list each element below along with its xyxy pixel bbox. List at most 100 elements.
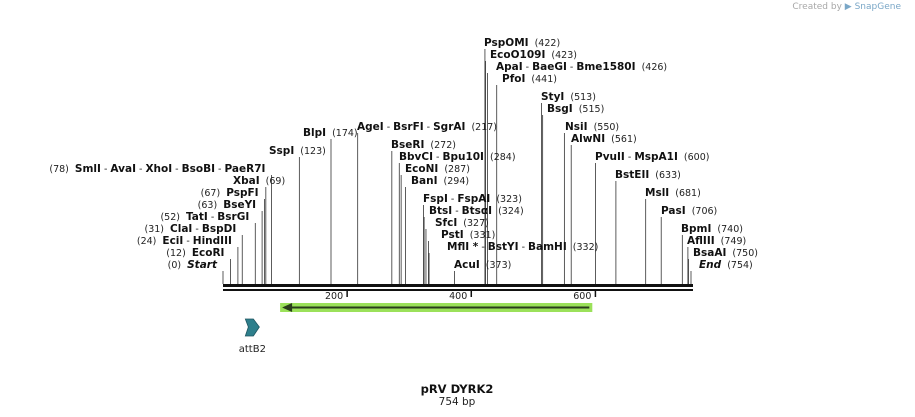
enzyme-label[interactable]: BlpI (174) (303, 127, 358, 139)
enzyme-name: BseRI (391, 139, 424, 151)
enzyme-name: BsrGI (217, 211, 249, 223)
enzyme-name: PasI (661, 205, 686, 217)
enzyme-label[interactable]: (52) TatI - BsrGI (160, 211, 249, 223)
enzyme-name: BbvCI (399, 151, 433, 163)
enzyme-label[interactable]: BseRI (272) (391, 139, 456, 151)
enzyme-name: Bpu10I (442, 151, 484, 163)
enzyme-name: BsrFI (393, 121, 424, 133)
cut-position: (294) (437, 176, 469, 187)
backbone-top-strand (223, 284, 693, 287)
sequence-backbone (223, 284, 693, 291)
enzyme-label[interactable]: EcoO109I (423) (490, 49, 577, 61)
enzyme-label[interactable]: PvuII - MspA1I (600) (595, 151, 709, 163)
enzyme-label[interactable]: (0) Start (168, 259, 218, 271)
enzyme-label[interactable]: PspOMI (422) (484, 37, 560, 49)
enzyme-separator: - (384, 122, 393, 133)
enzyme-name: PspOMI (484, 37, 529, 49)
cut-position: (123) (294, 146, 326, 157)
enzyme-separator: - (215, 164, 224, 175)
enzyme-name: AvaI (110, 163, 136, 175)
enzyme-label[interactable]: AlwNI (561) (571, 133, 637, 145)
cut-position: (327) (457, 218, 489, 229)
enzyme-name: EciI (162, 235, 183, 247)
enzyme-label[interactable]: (78) SmlI - AvaI - XhoI - BsoBI - PaeR7I (49, 163, 265, 175)
enzyme-label[interactable]: SspI (123) (269, 145, 326, 157)
enzyme-name: PvuII (595, 151, 625, 163)
enzyme-label[interactable]: (67) PspFI (201, 187, 259, 199)
features: attB2 (239, 303, 593, 355)
cut-position: (324) (492, 206, 524, 217)
enzyme-label[interactable]: EcoNI (287) (405, 163, 470, 175)
enzyme-label[interactable]: (12) EcoRI (166, 247, 224, 259)
enzyme-name: BlpI (303, 127, 326, 139)
enzyme-label[interactable]: End (754) (699, 259, 753, 271)
cut-position: (441) (525, 74, 557, 85)
enzyme-label[interactable]: MflI * - BstYI - BamHI (332) (447, 241, 598, 253)
enzyme-label[interactable]: BpmI (740) (681, 223, 743, 235)
enzyme-name: NsiI (565, 121, 588, 133)
enzyme-name: End (699, 259, 722, 271)
enzyme-name: BpmI (681, 223, 711, 235)
enzyme-label[interactable]: SfcI (327) (435, 217, 489, 229)
enzyme-name: MslI (645, 187, 669, 199)
enzyme-separator: - (192, 224, 201, 235)
cut-position: (373) (480, 260, 512, 271)
enzyme-separator: - (136, 164, 145, 175)
enzyme-name: BamHI (528, 241, 567, 253)
enzyme-label[interactable]: PasI (706) (661, 205, 717, 217)
cut-position: (754) (721, 260, 753, 271)
enzyme-label[interactable]: BanI (294) (411, 175, 469, 187)
enzyme-label[interactable]: PstI (331) (441, 229, 495, 241)
enzyme-name: FspAI (457, 193, 490, 205)
enzyme-label[interactable]: BsgI (515) (547, 103, 604, 115)
enzyme-name: BseYI (223, 199, 256, 211)
enzyme-label[interactable]: PfoI (441) (502, 73, 557, 85)
enzyme-name: BstEII (615, 169, 649, 181)
enzyme-label[interactable]: ApaI - BaeGI - Bme1580I (426) (496, 61, 667, 73)
enzyme-name: MspA1I (634, 151, 678, 163)
enzyme-label[interactable]: BsaAI (750) (693, 247, 758, 259)
enzyme-label[interactable]: (24) EciI - HindIII (137, 235, 232, 247)
enzyme-label[interactable]: AcuI (373) (454, 259, 511, 271)
enzyme-label[interactable]: BstEII (633) (615, 169, 681, 181)
enzyme-name: BsoBI (182, 163, 215, 175)
enzyme-name: XhoI (145, 163, 172, 175)
enzyme-name: FspI (423, 193, 448, 205)
enzyme-label[interactable]: XbaI (69) (233, 175, 285, 187)
enzyme-label[interactable]: AflIII (749) (687, 235, 746, 247)
cut-position: (69) (260, 176, 286, 187)
cut-position: (426) (636, 62, 668, 73)
feature-arrowhead-icon (282, 303, 293, 312)
enzyme-label[interactable]: StyI (513) (541, 91, 596, 103)
ruler-tick-label: 200 (325, 291, 343, 302)
cut-position: (561) (605, 134, 637, 145)
enzyme-label[interactable]: BbvCI - Bpu10I (284) (399, 151, 516, 163)
enzyme-name: EcoO109I (490, 49, 545, 61)
enzyme-name: BsgI (547, 103, 573, 115)
enzyme-label[interactable]: AgeI - BsrFI - SgrAI (217) (357, 121, 497, 133)
enzyme-separator: - (625, 152, 634, 163)
enzyme-separator: - (478, 242, 487, 253)
enzyme-label[interactable]: FspI - FspAI (323) (423, 193, 522, 205)
enzyme-label[interactable]: (63) BseYI (198, 199, 256, 211)
enzyme-labels: PspOMI (422)EcoO109I (423)ApaI - BaeGI -… (49, 37, 758, 271)
credit-prefix: Created by (792, 2, 842, 12)
enzyme-separator: - (433, 152, 442, 163)
cut-position: (12) (166, 248, 192, 259)
cut-position: (750) (726, 248, 758, 259)
cut-position: (31) (145, 224, 171, 235)
enzyme-name: BspDI (202, 223, 236, 235)
enzyme-label[interactable]: BtsI - BtsαI (324) (429, 205, 524, 217)
enzyme-label[interactable]: MslI (681) (645, 187, 701, 199)
snapgene-logo-icon: ▶ (844, 2, 852, 12)
attb2-site-icon[interactable] (244, 318, 260, 337)
enzyme-name: PstI (441, 229, 464, 241)
cut-position: (331) (464, 230, 496, 241)
enzyme-separator: - (452, 206, 461, 217)
backbone-bottom-strand (223, 289, 693, 291)
enzyme-name: BtsI (429, 205, 452, 217)
ruler-tick-label: 400 (449, 291, 467, 302)
enzyme-label[interactable]: (31) ClaI - BspDI (145, 223, 237, 235)
enzyme-label[interactable]: NsiI (550) (565, 121, 619, 133)
cut-position: (174) (326, 128, 358, 139)
